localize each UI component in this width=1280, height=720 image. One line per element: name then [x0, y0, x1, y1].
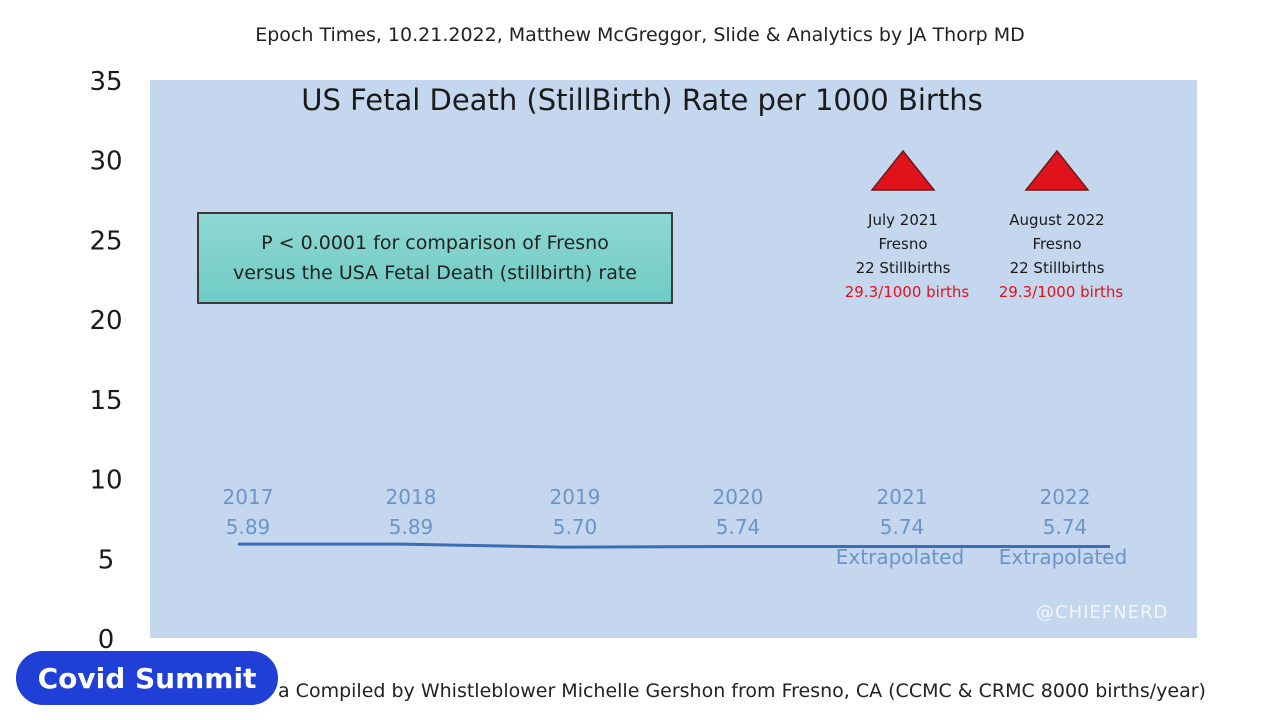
x-category-label: 2022	[1040, 485, 1091, 509]
data-label: 5.70	[553, 515, 598, 539]
y-tick-label: 35	[89, 67, 122, 97]
p-value-line-2: versus the USA Fetal Death (stillbirth) …	[233, 262, 637, 284]
series-line	[238, 542, 1110, 549]
covid-summit-badge: Covid Summit	[14, 649, 280, 707]
y-tick-label: 30	[89, 147, 122, 177]
annotation-rate: 29.3/1000 births	[999, 283, 1124, 301]
annotation-text: 22 Stillbirths	[1010, 259, 1105, 277]
annotations: July 2021 Fresno 22 Stillbirths 29.3/1000 b…	[845, 149, 1124, 301]
annotation-text: 22 Stillbirths	[856, 259, 951, 277]
p-value-box: P < 0.0001 for comparison of Fresno vers…	[197, 212, 673, 304]
annotation-text: Fresno	[878, 235, 927, 253]
extrapolated-note: Extrapolated	[999, 545, 1127, 569]
extrapolated-note: Extrapolated	[836, 545, 964, 569]
source-caption: Epoch Times, 10.21.2022, Matthew McGregg…	[255, 24, 1025, 46]
y-tick-label: 0	[98, 625, 115, 655]
x-category-label: 2020	[713, 485, 764, 509]
x-category-label: 2017	[223, 485, 274, 509]
y-tick-label: 25	[89, 226, 122, 256]
data-series: 2017 5.89 2018 5.89 2019 5.70 2020 5.74 2021 5.74…	[223, 485, 1128, 569]
y-tick-label: 10	[89, 466, 122, 496]
annotation-text: July 2021	[867, 211, 938, 229]
annotation-text: August 2022	[1009, 211, 1104, 229]
data-source-caption: a Compiled by Whistleblower Michelle Ger…	[278, 680, 1206, 702]
data-label: 5.89	[389, 515, 434, 539]
y-tick-label: 15	[89, 386, 122, 416]
annotation-text: Fresno	[1032, 235, 1081, 253]
annotation-rate: 29.3/1000 births	[845, 283, 970, 301]
data-label: 5.89	[226, 515, 271, 539]
x-category-label: 2021	[877, 485, 928, 509]
y-tick-label: 5	[98, 545, 115, 575]
x-category-label: 2018	[386, 485, 437, 509]
y-tick-label: 20	[89, 306, 122, 336]
data-label: 5.74	[1043, 515, 1088, 539]
warning-triangle	[870, 149, 936, 191]
data-label: 5.74	[880, 515, 925, 539]
y-axis: 0 5 10 15 20 25 30 35	[89, 67, 122, 655]
data-label: 5.74	[716, 515, 761, 539]
chart-title: US Fetal Death (StillBirth) Rate per 100…	[301, 83, 982, 117]
x-category-label: 2019	[550, 485, 601, 509]
warning-triangle	[1024, 149, 1090, 191]
p-value-line-1: P < 0.0001 for comparison of Fresno	[261, 232, 609, 254]
watermark: @CHIEFNERD	[1036, 602, 1169, 623]
